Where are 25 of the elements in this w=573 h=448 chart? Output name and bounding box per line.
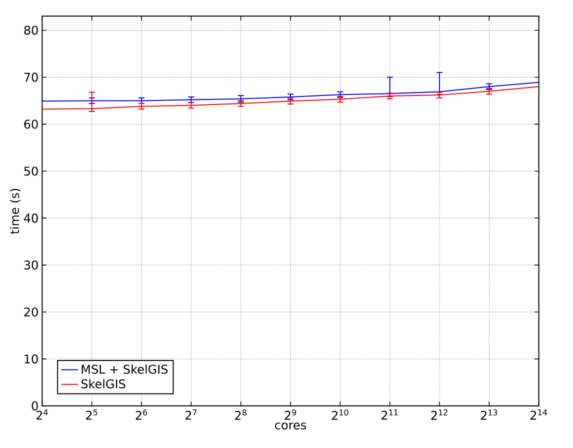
y-tick-label: 80 [24, 26, 38, 35]
x-tick-label: 2$^{8}$ [235, 409, 246, 420]
x-tick-label: 2$^{9}$ [284, 409, 296, 420]
y-tick-label: 20 [24, 307, 38, 317]
x-tick-label: 2$^{12}$ [431, 409, 448, 420]
legend-label: SkelGIS [81, 379, 126, 388]
y-tick-label: 70 [24, 72, 38, 82]
x-tick-label: 2$^{5}$ [86, 409, 98, 420]
x-tick-label: 2$^{14}$ [530, 409, 548, 420]
y-tick-label: 40 [24, 214, 38, 223]
x-axis-title: cores [275, 422, 306, 430]
y-tick-label: 0 [32, 401, 38, 410]
y-tick-label: 10 [24, 354, 38, 364]
y-tick-label: 30 [24, 260, 38, 270]
y-tick-label: 60 [24, 120, 38, 129]
x-tick-label: 2$^{4}$ [36, 409, 48, 420]
x-tick-label: 2$^{6}$ [136, 409, 148, 420]
x-tick-label: 2$^{7}$ [185, 409, 197, 420]
y-axis-title: time (s) [10, 188, 21, 234]
legend-label: MSL + SkelGIS [82, 364, 168, 374]
y-tick-label: 50 [24, 166, 38, 176]
x-tick-label: 2$^{10}$ [332, 409, 348, 420]
line-series [42, 86, 539, 110]
x-tick-label: 2$^{11}$ [382, 409, 398, 420]
x-tick-label: 2$^{13}$ [480, 409, 498, 420]
